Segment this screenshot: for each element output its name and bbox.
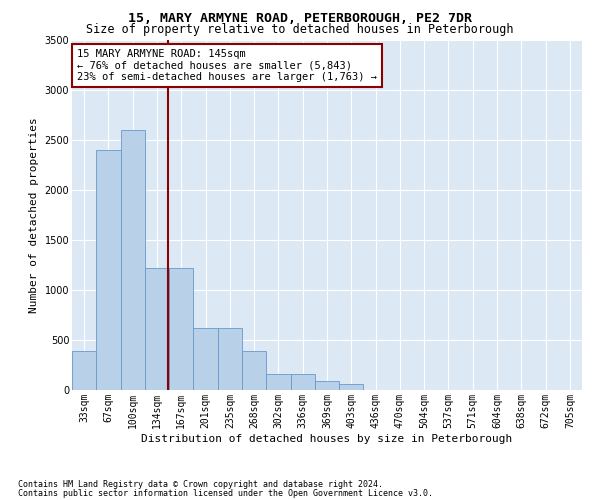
Bar [193,328,218,390]
Bar [72,351,96,390]
Text: Contains public sector information licensed under the Open Government Licence v3: Contains public sector information licen… [18,488,433,498]
Text: 15 MARY ARMYNE ROAD: 145sqm
← 76% of detached houses are smaller (5,843)
23% of : 15 MARY ARMYNE ROAD: 145sqm ← 76% of det… [77,49,377,82]
Y-axis label: Number of detached properties: Number of detached properties [29,117,39,313]
Bar [96,150,121,390]
Text: Size of property relative to detached houses in Peterborough: Size of property relative to detached ho… [86,22,514,36]
Bar [218,328,242,390]
Bar [169,268,193,390]
Bar [121,130,145,390]
X-axis label: Distribution of detached houses by size in Peterborough: Distribution of detached houses by size … [142,434,512,444]
Text: Contains HM Land Registry data © Crown copyright and database right 2024.: Contains HM Land Registry data © Crown c… [18,480,383,489]
Bar [242,351,266,390]
Bar [290,374,315,390]
Bar [315,380,339,390]
Bar [145,268,169,390]
Bar [266,374,290,390]
Bar [339,384,364,390]
Text: 15, MARY ARMYNE ROAD, PETERBOROUGH, PE2 7DR: 15, MARY ARMYNE ROAD, PETERBOROUGH, PE2 … [128,12,472,26]
